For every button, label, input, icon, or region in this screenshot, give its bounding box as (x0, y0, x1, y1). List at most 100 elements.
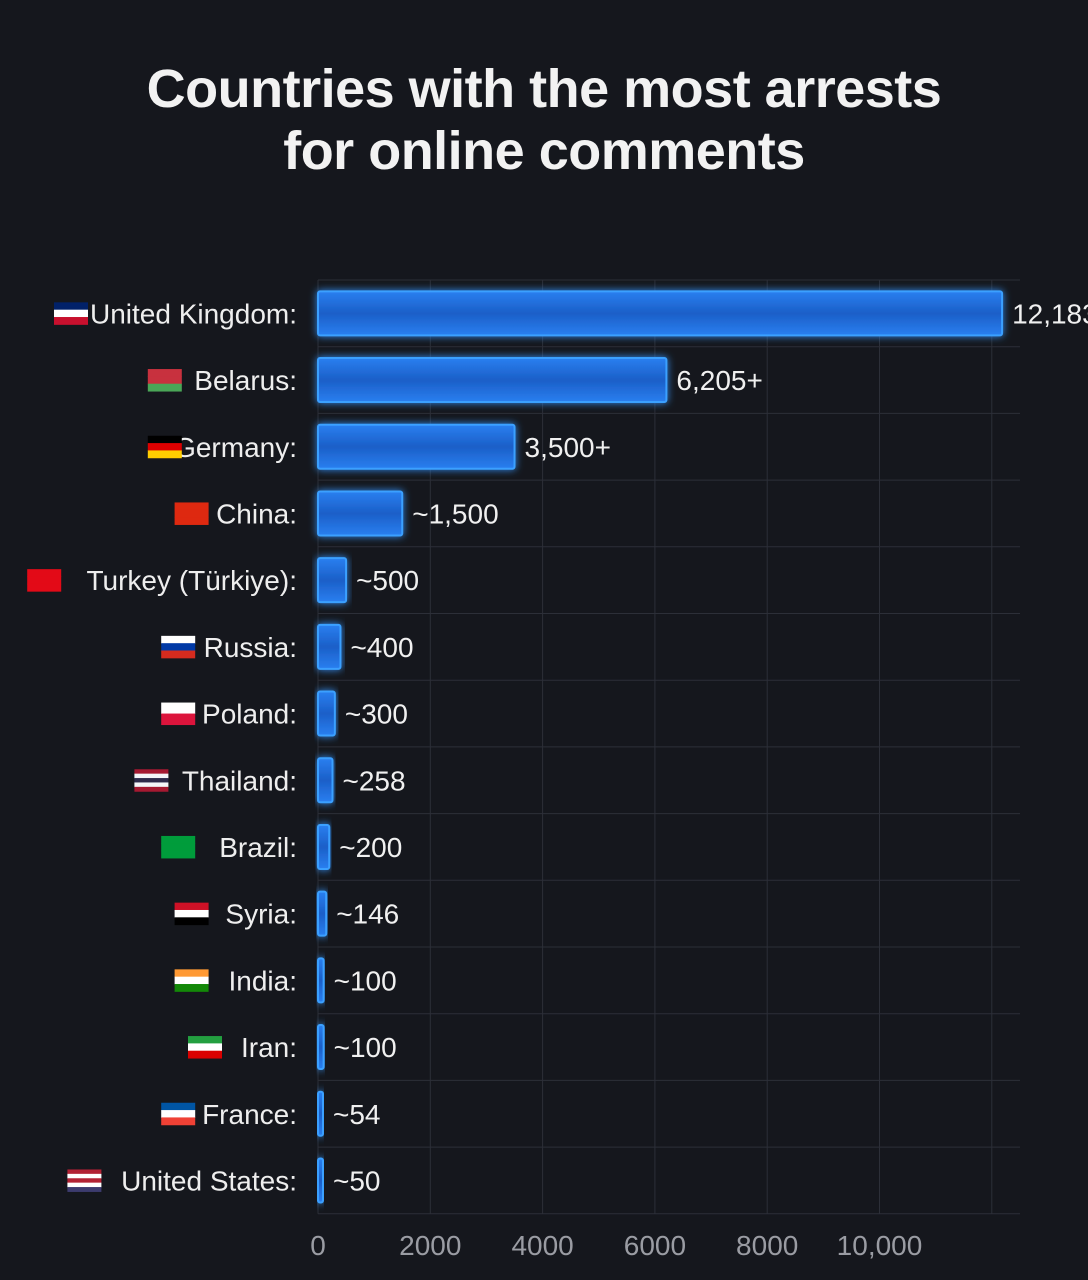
category-label: Belarus: (194, 365, 297, 396)
bar (317, 1157, 324, 1204)
grid (317, 279, 1020, 1215)
data-label: 6,205+ (676, 365, 762, 396)
flag-stripe (174, 976, 209, 985)
flag-stripe (161, 1117, 196, 1126)
data-label: ~400 (350, 632, 413, 663)
bar (317, 290, 1004, 337)
flag-stripe (67, 1187, 102, 1192)
flag-icon (161, 835, 196, 859)
flag-stripe (174, 969, 209, 978)
flag-icon (147, 369, 182, 392)
category-label: Thailand: (182, 765, 297, 796)
flag-stripe (67, 1169, 102, 1175)
x-tick-label: 4000 (511, 1230, 573, 1261)
data-label: ~300 (345, 699, 408, 730)
bar (317, 890, 328, 937)
flag-stripe (67, 1182, 102, 1188)
data-label: ~200 (339, 832, 402, 863)
flag-stripe (134, 773, 169, 779)
category-label: France: (202, 1099, 297, 1130)
flag-stripe (134, 778, 169, 783)
category-label: Germany: (174, 432, 297, 463)
flag-stripe (161, 1110, 196, 1118)
data-label: ~54 (333, 1099, 381, 1130)
flag-stripe (161, 635, 196, 644)
flag-stripe (174, 917, 209, 926)
data-label: ~500 (356, 565, 419, 596)
flag-stripe (54, 302, 88, 311)
category-label: Brazil: (219, 832, 297, 863)
bar (317, 490, 404, 537)
bar (317, 357, 668, 404)
x-axis: 0 2000 4000 6000 8000 10,000 (310, 1230, 922, 1261)
flag-stripe (161, 713, 196, 726)
flag-icon (174, 502, 209, 525)
data-label: ~50 (333, 1165, 381, 1196)
chart-title-line-2: for online comments (283, 121, 805, 181)
category-labels: United Kingdom: Belarus: Germany: China: Tur… (27, 298, 297, 1196)
flag-stripe (147, 435, 182, 444)
bar (317, 423, 516, 470)
flag-stripe (67, 1173, 102, 1179)
chart-title-line-1: Countries with the most arrests (146, 59, 942, 119)
flag-stripe (161, 843, 196, 852)
bar (317, 623, 342, 670)
flag-stripe (134, 782, 169, 788)
data-label: ~1,500 (412, 498, 498, 529)
flag-icon (161, 1102, 196, 1126)
flag-stripe (188, 1036, 222, 1044)
x-tick-label: 2000 (399, 1230, 461, 1261)
x-tick-label: 8000 (736, 1230, 798, 1261)
flag-stripe (188, 1043, 222, 1052)
data-label: ~100 (334, 965, 397, 996)
data-label: ~146 (336, 899, 399, 930)
flag-stripe (67, 1178, 102, 1184)
flag-stripe (161, 835, 196, 844)
x-tick-label: 6000 (624, 1230, 686, 1261)
category-label: United States: (121, 1165, 297, 1196)
flag-stripe (27, 576, 62, 585)
flag-stripe (54, 309, 88, 318)
bar (317, 1090, 324, 1137)
bar (317, 823, 331, 870)
flag-icon (188, 1036, 222, 1059)
bar (317, 690, 336, 737)
category-label: Syria: (225, 899, 297, 930)
data-label: ~100 (334, 1032, 397, 1063)
flag-icon (174, 969, 209, 992)
flag-stripe (161, 650, 196, 659)
data-label: 3,500+ (525, 432, 611, 463)
flag-stripe (161, 643, 196, 652)
flag-icon (54, 302, 88, 325)
flag-icon (27, 569, 62, 592)
x-tick-label: 0 (310, 1230, 326, 1261)
category-label: Iran: (241, 1032, 297, 1063)
category-label: Poland: (202, 699, 297, 730)
flag-icon (174, 902, 209, 926)
flag-stripe (188, 1050, 222, 1059)
category-label: Turkey (Türkiye): (86, 565, 297, 596)
category-label: India: (229, 965, 298, 996)
flag-icon (161, 702, 196, 726)
category-label: China: (216, 498, 297, 529)
flag-stripe (134, 786, 169, 792)
flag-stripe (147, 450, 182, 459)
category-label: United Kingdom: (90, 298, 297, 329)
flag-stripe (174, 902, 209, 911)
flag-stripe (161, 1102, 196, 1111)
flag-stripe (161, 702, 196, 715)
flag-icon (134, 769, 169, 792)
flag-icon (67, 1169, 102, 1192)
flag-icon (161, 635, 196, 659)
chart-title: Countries with the most arrests for onli… (0, 58, 1088, 182)
flag-stripe (174, 984, 209, 992)
bar (317, 957, 325, 1004)
flag-stripe (174, 909, 209, 918)
flag-stripe (174, 509, 209, 518)
flag-stripe (174, 517, 209, 525)
flag-stripe (147, 369, 182, 377)
x-tick-label: 10,000 (837, 1230, 923, 1261)
bar (317, 757, 334, 804)
flag-stripe (27, 583, 62, 592)
